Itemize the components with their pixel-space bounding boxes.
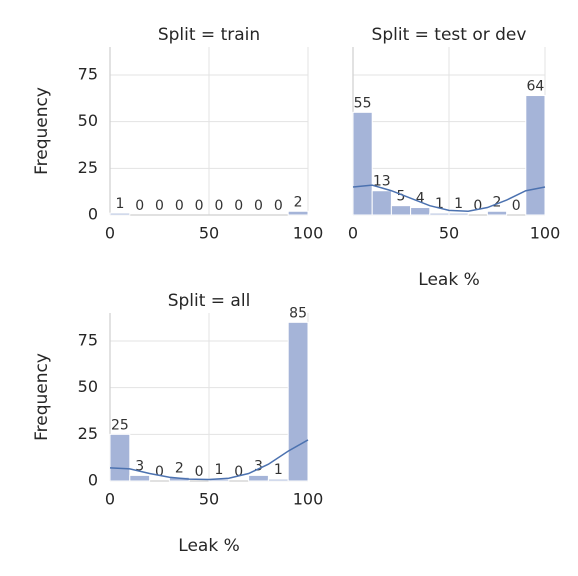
bar-value-label: 1 (435, 196, 444, 212)
bar (486, 210, 508, 216)
bar-value-label: 0 (155, 198, 164, 214)
bar-value-label: 0 (274, 198, 283, 214)
x-tick-label: 100 (530, 224, 561, 243)
bar-value-label: 0 (214, 198, 223, 214)
x-tick-label: 50 (199, 224, 219, 243)
bar-value-label: 1 (454, 196, 463, 212)
x-tick-label: 100 (293, 490, 324, 509)
bar-value-label: 25 (111, 417, 129, 433)
bar-value-label: 0 (195, 198, 204, 214)
x-tick-label: 100 (293, 224, 324, 243)
y-tick-label: 50 (78, 377, 98, 396)
bar (287, 321, 309, 482)
bar-value-label: 3 (135, 458, 144, 474)
y-tick-label: 75 (78, 65, 98, 84)
bar-value-label: 13 (373, 174, 391, 190)
x-tick-label: 50 (439, 224, 459, 243)
bar (352, 111, 373, 216)
bar-value-label: 0 (175, 198, 184, 214)
bar-value-label: 5 (397, 189, 406, 205)
bar-value-label: 3 (254, 458, 263, 474)
bar-value-label: 0 (254, 198, 263, 214)
x-tick-label: 50 (199, 490, 219, 509)
bar (390, 205, 412, 216)
x-tick-label: 0 (105, 490, 115, 509)
y-tick-label: 75 (78, 331, 98, 350)
panel-title: Split = train (158, 25, 260, 45)
kde-line (109, 439, 309, 481)
bar (287, 210, 309, 216)
x-tick-label: 0 (105, 224, 115, 243)
bar (429, 212, 450, 216)
bar-value-label: 2 (493, 194, 502, 210)
bar-value-label: 0 (234, 464, 243, 480)
x-axis-label: Leak % (418, 270, 479, 290)
bar (129, 474, 151, 482)
kde-line (352, 184, 546, 213)
bar (109, 212, 131, 216)
bar-value-label: 55 (354, 95, 372, 111)
y-tick-label: 50 (78, 111, 98, 130)
y-axis-label: Frequency (32, 353, 52, 441)
bar-value-label: 64 (526, 79, 544, 95)
panel-title: Split = all (168, 291, 251, 311)
bar-value-label: 0 (155, 464, 164, 480)
bar (410, 207, 431, 216)
bar-value-label: 0 (512, 198, 521, 214)
y-axis-label: Frequency (32, 87, 52, 175)
bar-value-label: 2 (294, 194, 303, 210)
bar (267, 478, 289, 482)
bar (109, 433, 131, 482)
bar-value-label: 0 (195, 464, 204, 480)
bar-value-label: 2 (175, 460, 184, 476)
bar-value-label: 4 (416, 191, 425, 207)
panel-title: Split = test or dev (372, 25, 527, 45)
bar-value-label: 0 (234, 198, 243, 214)
x-tick-label: 0 (348, 224, 358, 243)
bar-value-label: 1 (115, 196, 124, 212)
bar-value-label: 85 (289, 305, 307, 321)
y-tick-label: 0 (88, 205, 98, 224)
y-tick-label: 0 (88, 471, 98, 490)
bar (371, 190, 392, 216)
y-tick-label: 25 (78, 158, 98, 177)
bar-value-label: 1 (274, 462, 283, 478)
bar-value-label: 1 (214, 462, 223, 478)
bar (248, 474, 269, 482)
bar-value-label: 0 (473, 198, 482, 214)
bar (525, 95, 546, 216)
y-tick-label: 25 (78, 424, 98, 443)
bar (448, 212, 469, 216)
bar-value-label: 0 (135, 198, 144, 214)
x-axis-label: Leak % (178, 536, 239, 556)
